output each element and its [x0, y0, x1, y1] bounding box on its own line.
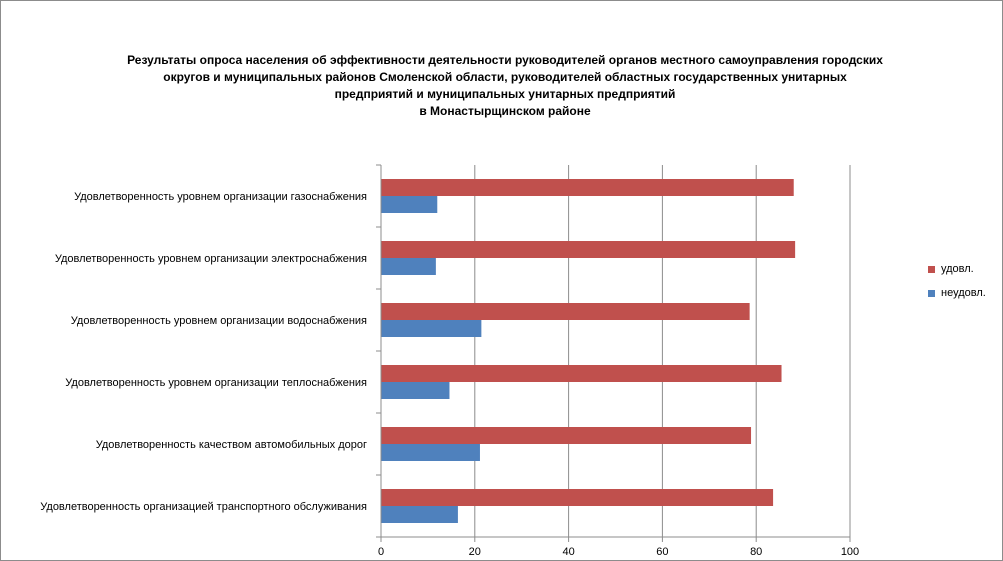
bar-neudovl-2	[381, 258, 436, 275]
bar-udovl-3	[381, 303, 750, 320]
legend-label-neudovl: неудовл.	[941, 287, 986, 299]
category-label-5: Удовлетворенность качеством автомобильны…	[96, 439, 367, 451]
x-tick-label-80: 80	[750, 546, 762, 558]
chart-title-line-3: предприятий и муниципальных унитарных пр…	[334, 87, 676, 101]
x-tick-label-40: 40	[562, 546, 574, 558]
bar-udovl-1	[381, 179, 794, 196]
chart-title-line-4: в Монастырщинском районе	[419, 104, 591, 118]
legend-item-neudovl: неудовл.	[928, 287, 986, 299]
x-tick-label-100: 100	[841, 546, 859, 558]
category-label-4: Удовлетворенность уровнем организации те…	[65, 377, 367, 389]
bar-neudovl-4	[381, 382, 450, 399]
bar-neudovl-6	[381, 506, 458, 523]
legend-swatch-neudovl	[928, 289, 935, 297]
bar-neudovl-5	[381, 444, 480, 461]
x-tick-label-20: 20	[469, 546, 481, 558]
chart-title: Результаты опроса населения об эффективн…	[80, 52, 930, 120]
chart-title-line-1: Результаты опроса населения об эффективн…	[127, 53, 883, 67]
x-tick-label-0: 0	[378, 546, 384, 558]
bar-neudovl-1	[381, 196, 438, 213]
legend-swatch-udovl	[928, 265, 935, 273]
legend-label-udovl: удовл.	[941, 263, 974, 275]
bar-udovl-4	[381, 365, 782, 382]
category-label-1: Удовлетворенность уровнем организации га…	[74, 191, 367, 203]
bar-udovl-2	[381, 241, 796, 258]
bar-udovl-5	[381, 427, 752, 444]
bar-udovl-6	[381, 489, 774, 506]
bar-neudovl-3	[381, 320, 482, 337]
category-label-2: Удовлетворенность уровнем организации эл…	[55, 253, 367, 265]
legend-item-udovl: удовл.	[928, 263, 974, 275]
x-tick-label-60: 60	[656, 546, 668, 558]
category-label-6: Удовлетворенность организацией транспорт…	[40, 501, 367, 513]
chart-title-line-2: округов и муниципальных районов Смоленск…	[163, 70, 847, 84]
category-label-3: Удовлетворенность уровнем организации во…	[71, 315, 367, 327]
